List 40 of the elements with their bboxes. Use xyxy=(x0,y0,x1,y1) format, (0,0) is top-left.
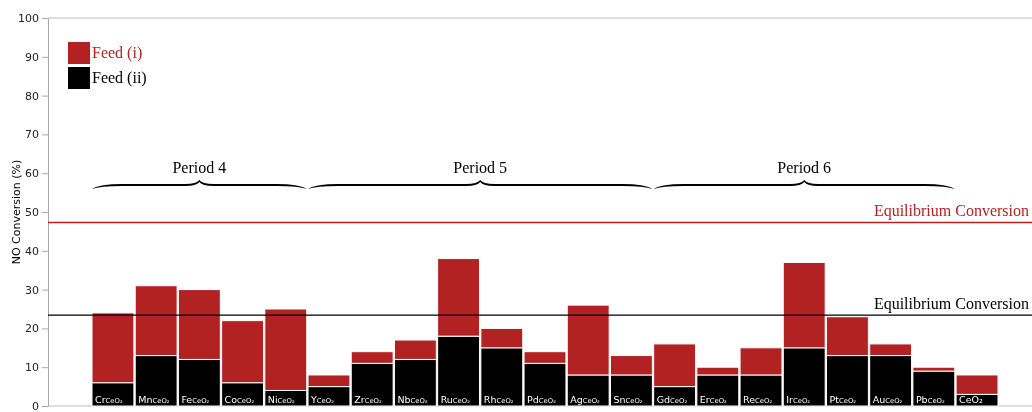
x-tick-label: Pd$_{CeO₂}$ xyxy=(527,394,557,405)
y-tick-label: 0 xyxy=(32,400,39,412)
x-tick-label: Mn$_{CeO₂}$ xyxy=(138,394,170,405)
x-tick-label: Ag$_{CeO₂}$ xyxy=(570,394,601,405)
x-tick-label: Pt$_{CeO₂}$ xyxy=(829,394,857,405)
legend-label: Feed (i) xyxy=(92,44,143,62)
x-tick-label: Ni$_{CeO₂}$ xyxy=(267,394,295,405)
y-tick-label: 80 xyxy=(25,89,39,103)
annotation: Period 4 xyxy=(172,159,227,176)
x-tick-label: CeO₂ xyxy=(959,394,984,405)
x-tick-label: Y$_{CeO₂}$ xyxy=(310,394,335,405)
ref-line-label: Equilibrium Conversion xyxy=(873,202,1029,221)
x-tick-label: Pb$_{CeO₂}$ xyxy=(915,394,945,405)
y-axis-title: NO Conversion (%) xyxy=(10,159,23,265)
y-tick-label: 50 xyxy=(25,206,39,220)
annotation: Period 5 xyxy=(453,159,508,176)
x-tick-label: Nb$_{CeO₂}$ xyxy=(397,394,428,405)
x-tick-label: Ru$_{CeO₂}$ xyxy=(440,394,471,405)
ref-line-label: Equilibrium Conversion xyxy=(873,295,1029,314)
y-tick-label: 70 xyxy=(25,128,39,142)
y-tick-label: 100 xyxy=(18,12,39,26)
legend-label: Feed (ii) xyxy=(92,69,147,87)
x-tick-label: Co$_{CeO₂}$ xyxy=(224,394,255,405)
y-tick-label: 90 xyxy=(25,50,39,64)
x-tick-label: Au$_{CeO₂}$ xyxy=(872,394,903,405)
x-tick-label: Re$_{CeO₂}$ xyxy=(743,394,773,405)
y-tick-label: 60 xyxy=(25,167,39,181)
x-tick-label: Sn$_{CeO₂}$ xyxy=(613,394,643,405)
annotation: Period 6 xyxy=(777,159,832,176)
x-tick-label: Cr$_{CeO₂}$ xyxy=(95,394,123,405)
y-tick-label: 20 xyxy=(25,322,39,336)
x-tick-label: Zr$_{CeO₂}$ xyxy=(354,394,382,405)
x-tick-label: Fe$_{CeO₂}$ xyxy=(181,394,210,405)
x-tick-label: Gd$_{CeO₂}$ xyxy=(656,394,688,405)
x-tick-label: Ir$_{CeO₂}$ xyxy=(786,394,811,405)
x-tick-label: Er$_{CeO₂}$ xyxy=(699,394,728,405)
y-tick-label: 40 xyxy=(25,244,39,258)
y-tick-label: 10 xyxy=(25,361,39,375)
y-tick-label: 30 xyxy=(25,283,39,297)
x-tick-label: Rh$_{CeO₂}$ xyxy=(483,394,514,405)
